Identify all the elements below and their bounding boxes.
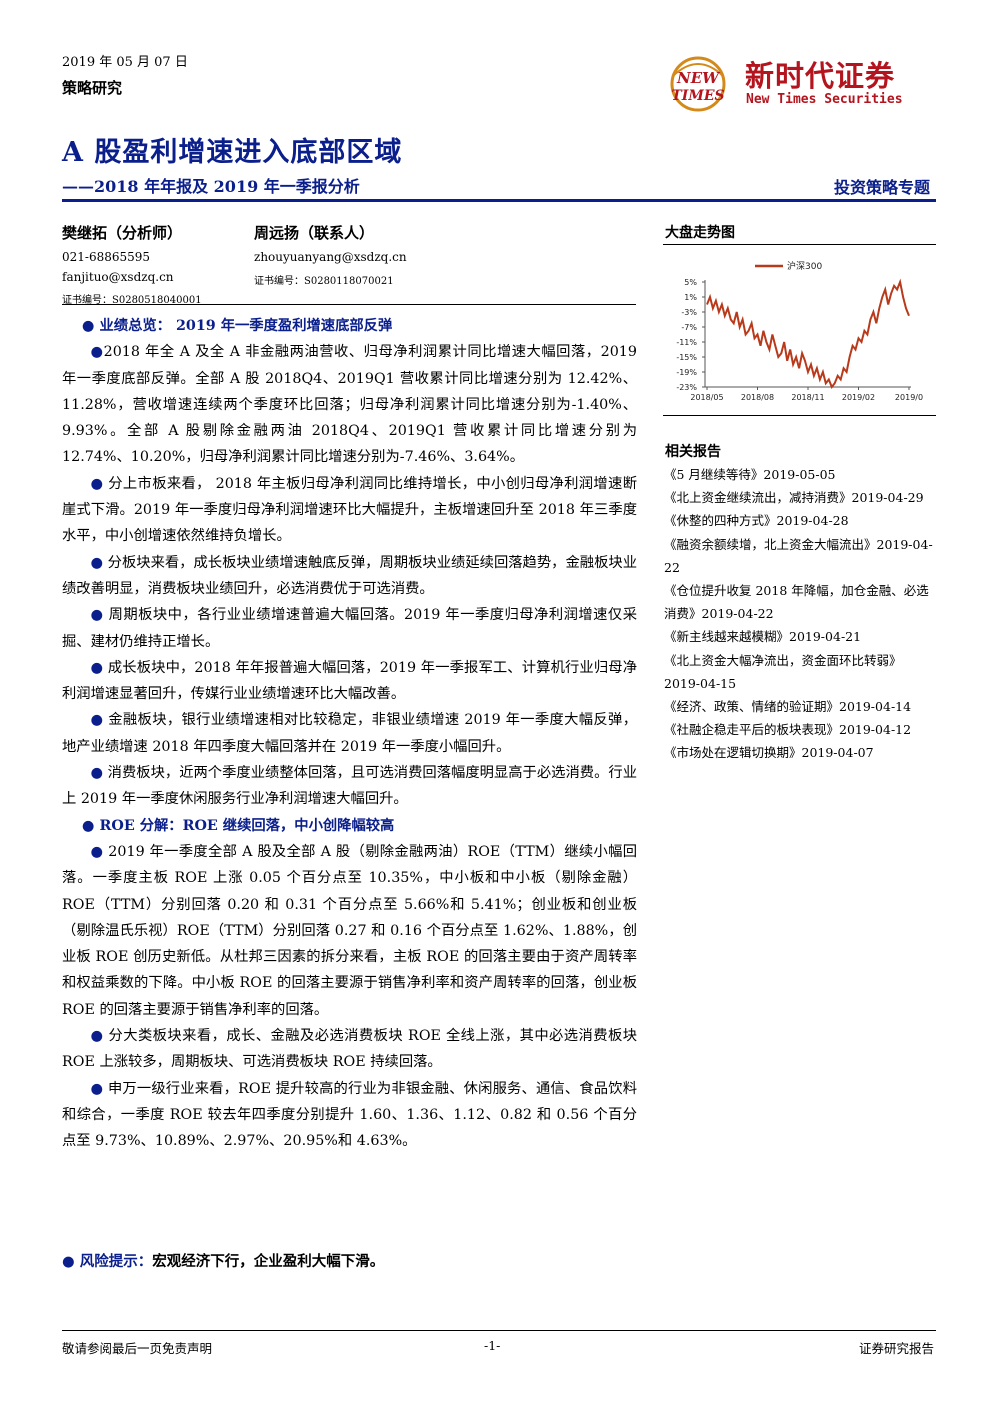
author-2-name: 周远扬（联系人） bbox=[254, 224, 375, 242]
bullet-icon: ● bbox=[90, 1080, 104, 1097]
legend-label: 沪深300 bbox=[787, 260, 822, 272]
y-tick-label: 5% bbox=[684, 278, 697, 287]
paragraph: ● 周期板块中，各行业业绩增速普遍大幅回落。2019 年一季度归母净利润增速仅采… bbox=[62, 607, 637, 650]
risk-text: 宏观经济下行，企业盈利大幅下滑。 bbox=[152, 1253, 385, 1270]
related-report-item[interactable]: 《社融企稳走平后的板块表现》2019-04-12 bbox=[664, 722, 912, 738]
y-tick-label: -19% bbox=[676, 368, 697, 377]
related-report-item[interactable]: 《北上资金继续流出，减持消费》2019-04-29 bbox=[664, 490, 924, 506]
paragraph: ● 分板块来看，成长板块业绩增速触底反弹，周期板块业绩延续回落趋势，金融板块业绩… bbox=[62, 554, 638, 597]
x-tick-label: 2018/08 bbox=[741, 393, 774, 402]
related-heading: 相关报告 bbox=[665, 444, 721, 460]
bullet-icon: ● bbox=[90, 659, 104, 676]
report-subtitle: ——2018 年年报及 2019 年一季报分析 bbox=[62, 177, 360, 196]
main-body: ● 业绩总览： 2019 年一季度盈利增速底部反弹 ●2018 年全 A 及全 … bbox=[62, 313, 637, 1155]
bullet-icon: ● bbox=[90, 607, 104, 624]
x-tick-label: 2018/05 bbox=[690, 393, 723, 402]
related-report-item[interactable]: 《融资余额续增，北上资金大幅流出》2019-04-22 bbox=[664, 536, 933, 575]
footer-report-label: 证券研究报告 bbox=[858, 1341, 934, 1356]
risk-warning: ● 风险提示：宏观经济下行，企业盈利大幅下滑。 bbox=[62, 1250, 384, 1271]
y-tick-label: -7% bbox=[681, 323, 697, 332]
y-tick-label: -23% bbox=[676, 383, 697, 392]
author-divider bbox=[62, 304, 636, 305]
footer-divider bbox=[62, 1330, 936, 1331]
report-category: 策略研究 bbox=[62, 79, 123, 97]
logo-badge-text-top: NEW bbox=[676, 69, 721, 87]
bullet-icon: ● bbox=[90, 843, 104, 860]
related-report-item[interactable]: 《休整的四种方式》2019-04-28 bbox=[664, 513, 849, 529]
index-trend-chart: 5% 1% -3% -7% -11% -15% -19% -23%2018/05 2018/08… bbox=[676, 260, 923, 402]
related-reports-list: 《5 月继续等待》2019-05-05 《北上资金继续流出，减持消费》2019-0… bbox=[664, 463, 934, 765]
chart-heading: 大盘走势图 bbox=[665, 225, 735, 241]
paragraph: ● 金融板块，银行业绩增速相对比较稳定，非银业绩增速 2019 年一季度大幅反弹… bbox=[62, 712, 637, 755]
company-logo: NEW TIMES 新时代证券 New Times Securities bbox=[665, 50, 935, 120]
report-type: 投资策略专题 bbox=[833, 178, 930, 197]
related-report-item[interactable]: 《新主线越来越模糊》2019-04-21 bbox=[664, 629, 862, 645]
new-times-badge-icon: NEW TIMES bbox=[670, 56, 726, 112]
bullet-icon: ● bbox=[90, 344, 104, 361]
y-tick-label: 1% bbox=[684, 293, 697, 302]
risk-label: 风险提示： bbox=[79, 1253, 153, 1270]
footer-disclaimer: 敬请参阅最后一页免责声明 bbox=[62, 1341, 213, 1356]
author-1-name: 樊继拓（分析师） bbox=[62, 224, 183, 242]
bullet-icon: ● bbox=[90, 1028, 104, 1045]
author-1-email[interactable]: fanjituo@xsdzq.cn bbox=[62, 270, 174, 284]
bullet-icon: ● bbox=[90, 475, 104, 492]
y-tick-label: -15% bbox=[676, 353, 697, 362]
page-number: -1- bbox=[484, 1338, 501, 1353]
bullet-icon: ● bbox=[82, 318, 95, 334]
paragraph: ● 申万一级行业来看，ROE 提升较高的行业为非银金融、休闲服务、通信、食品饮料… bbox=[62, 1080, 637, 1150]
y-tick-label: -11% bbox=[676, 338, 697, 347]
sidebar-divider bbox=[663, 415, 936, 416]
paragraph: ● 分上市板来看， 2018 年主板归母净利润同比维持增长，中小创归母净利润增速… bbox=[62, 475, 637, 545]
bullet-icon: ● bbox=[62, 1253, 75, 1270]
bullet-icon: ● bbox=[82, 817, 95, 834]
related-report-item[interactable]: 《经济、政策、情绪的验证期》2019-04-14 bbox=[664, 699, 912, 715]
report-title: A 股盈利增速进入底部区域 bbox=[62, 137, 403, 168]
section-heading-performance: ● 业绩总览： 2019 年一季度盈利增速底部反弹 bbox=[82, 318, 393, 334]
logo-english-name: New Times Securities bbox=[746, 92, 903, 107]
author-2-email[interactable]: zhouyuanyang@xsdzq.cn bbox=[254, 250, 407, 264]
report-date: 2019 年 05 月 07 日 bbox=[62, 55, 188, 70]
paragraph: ● 分大类板块来看，成长、金融及必选消费板块 ROE 全线上涨，其中必选消费板块… bbox=[62, 1028, 638, 1071]
bullet-icon: ● bbox=[90, 554, 104, 571]
related-report-item[interactable]: 《5 月继续等待》2019-05-05 bbox=[664, 467, 836, 482]
related-report-item[interactable]: 《仓位提升收复 2018 年降幅，加仓金融、必选消费》2019-04-22 bbox=[664, 583, 929, 622]
author-1-phone: 021-68865595 bbox=[62, 250, 151, 264]
x-tick-label: 2019/0 bbox=[895, 393, 923, 402]
author-1-cert: 证书编号：S0280518040001 bbox=[62, 295, 202, 306]
paragraph: ● 消费板块，近两个季度业绩整体回落，且可选消费回落幅度明显高于必选消费。行业上… bbox=[62, 765, 638, 808]
paragraph: ● 成长板块中，2018 年年报普遍大幅回落，2019 年一季报军工、计算机行业… bbox=[62, 659, 637, 703]
header-divider bbox=[62, 199, 936, 202]
logo-chinese-name: 新时代证券 bbox=[745, 59, 896, 93]
series-line bbox=[706, 278, 910, 389]
bullet-icon: ● bbox=[90, 765, 104, 782]
y-tick-label: -3% bbox=[681, 308, 697, 317]
x-tick-label: 2018/11 bbox=[791, 393, 824, 402]
related-report-item[interactable]: 《北上资金大幅净流出，资金面环比转弱》2019-04-15 bbox=[664, 652, 902, 691]
paragraph: ● 2019 年一季度全部 A 股及全部 A 股（剔除金融两油）ROE（TTM）… bbox=[62, 843, 638, 1018]
related-report-item[interactable]: 《市场处在逻辑切换期》2019-04-07 bbox=[664, 745, 874, 761]
author-2-cert: 证书编号：S0280118070021 bbox=[254, 276, 394, 287]
section-heading-roe: ● ROE 分解：ROE 继续回落，中小创降幅较高 bbox=[82, 817, 395, 834]
logo-badge-text-bottom: TIMES bbox=[671, 88, 724, 104]
bullet-icon: ● bbox=[90, 712, 104, 729]
x-tick-label: 2019/02 bbox=[842, 393, 875, 402]
sidebar-divider bbox=[663, 244, 936, 245]
paragraph: ●2018 年全 A 及全 A 非金融两油营收、归母净利润累计同比增速大幅回落，… bbox=[62, 344, 637, 466]
